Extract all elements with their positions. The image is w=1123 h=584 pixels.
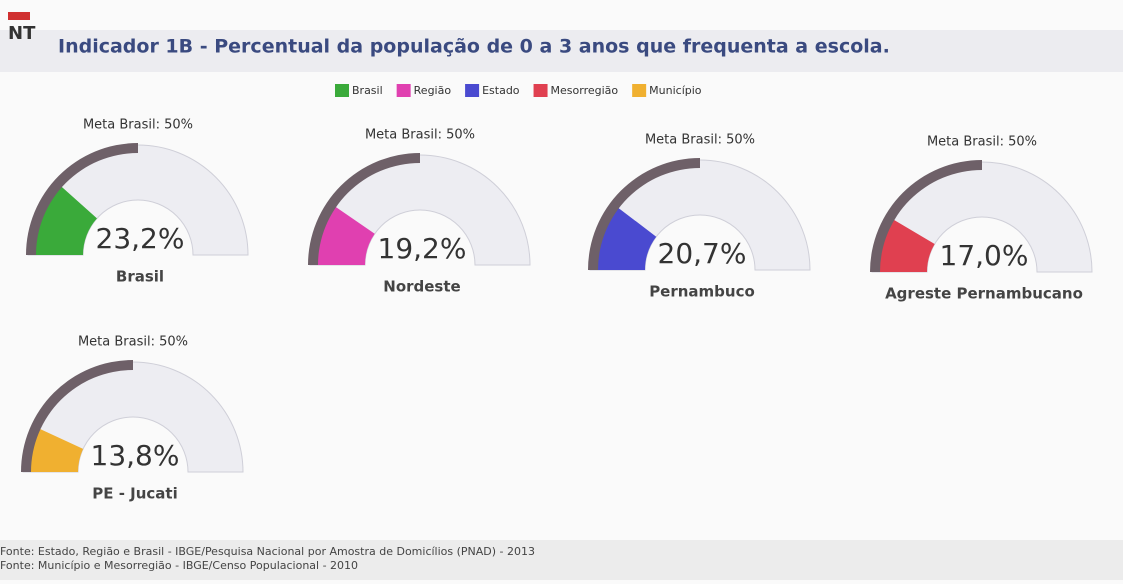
logo: NT xyxy=(8,23,36,44)
target-label: Meta Brasil: 50% xyxy=(78,335,188,350)
chart-title: Indicador 1B - Percentual da população d… xyxy=(58,36,890,58)
legend-swatch xyxy=(335,84,349,97)
gauge-name: Pernambuco xyxy=(649,283,755,301)
gauge-fill xyxy=(27,427,84,472)
legend-swatch xyxy=(533,84,548,97)
gauge-fill xyxy=(314,204,375,265)
value-label: 23,2% xyxy=(96,222,185,255)
logo-mark xyxy=(8,12,30,20)
gauge-name: Agreste Pernambucano xyxy=(885,285,1083,303)
target-arc xyxy=(26,143,138,255)
gauge-fill xyxy=(876,218,935,272)
value-label: 17,0% xyxy=(940,239,1029,272)
footnote: Fonte: Estado, Região e Brasil - IBGE/Pe… xyxy=(0,545,535,558)
gauge-name: Brasil xyxy=(116,268,164,286)
legend-label: Estado xyxy=(482,84,520,97)
legend-label: Município xyxy=(649,84,702,97)
gauge-name: Nordeste xyxy=(383,278,460,296)
legend-label: Brasil xyxy=(352,84,383,97)
legend-swatch xyxy=(396,84,411,97)
target-label: Meta Brasil: 50% xyxy=(83,118,193,133)
legend-label: Mesorregião xyxy=(551,84,619,97)
footer-band xyxy=(0,540,1123,580)
value-label: 20,7% xyxy=(658,237,747,270)
legend-swatch xyxy=(465,84,480,97)
title-band xyxy=(0,30,1123,72)
gauge-name: PE - Jucati xyxy=(92,485,178,503)
target-label: Meta Brasil: 50% xyxy=(365,128,475,143)
target-arc xyxy=(870,160,982,272)
value-label: 13,8% xyxy=(91,439,180,472)
legend-label: Região xyxy=(414,84,452,97)
target-label: Meta Brasil: 50% xyxy=(927,135,1037,150)
target-arc xyxy=(308,153,420,265)
target-arc xyxy=(21,360,133,472)
target-label: Meta Brasil: 50% xyxy=(645,133,755,148)
value-label: 19,2% xyxy=(378,232,467,265)
footnote: Fonte: Município e Mesorregião - IBGE/Ce… xyxy=(0,559,358,572)
legend-swatch xyxy=(632,84,647,97)
target-arc xyxy=(588,158,700,270)
